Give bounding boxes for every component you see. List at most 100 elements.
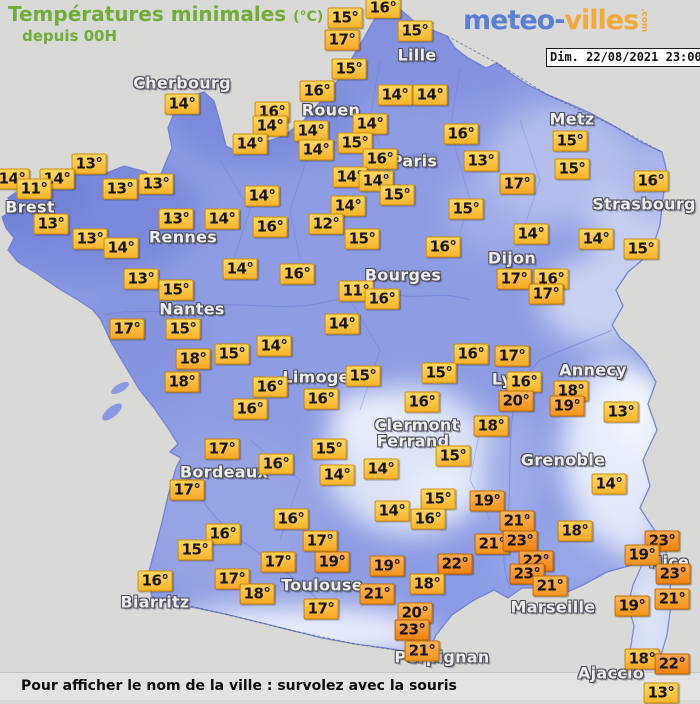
temp-badge[interactable]: 15° [311, 438, 347, 460]
temp-badge[interactable]: 15° [158, 279, 194, 301]
temp-badge[interactable]: 14° [103, 237, 139, 259]
temp-badge[interactable]: 17° [528, 283, 564, 305]
temp-badge[interactable]: 16° [365, 0, 401, 19]
temp-badge[interactable]: 15° [421, 362, 457, 384]
temp-badge[interactable]: 14° [293, 120, 329, 142]
temp-badge[interactable]: 13° [158, 208, 194, 230]
temp-badge[interactable]: 21° [654, 588, 690, 610]
temp-badge[interactable]: 16° [404, 391, 440, 413]
temp-badge[interactable]: 17° [499, 173, 535, 195]
temp-badge[interactable]: 16° [453, 343, 489, 365]
temp-badge[interactable]: 16° [252, 216, 288, 238]
temp-badge[interactable]: 14° [256, 335, 292, 357]
temp-badge[interactable]: 16° [299, 80, 335, 102]
temp-badge[interactable]: 22° [654, 653, 690, 675]
temp-badge[interactable]: 17° [303, 598, 339, 620]
temp-badge[interactable]: 16° [425, 236, 461, 258]
temp-badge[interactable]: 23° [394, 619, 430, 641]
temp-badge[interactable]: 16° [303, 388, 339, 410]
temp-badge[interactable]: 11° [16, 178, 52, 200]
temp-badge[interactable]: 14° [578, 228, 614, 250]
temp-badge[interactable]: 14° [164, 93, 200, 115]
temp-badge[interactable]: 14° [412, 84, 448, 106]
temp-badge[interactable]: 19° [314, 551, 350, 573]
temp-badge[interactable]: 17° [204, 438, 240, 460]
temp-badge[interactable]: 14° [330, 195, 366, 217]
temp-badge[interactable]: 23° [655, 563, 691, 585]
temp-badge[interactable]: 15° [331, 58, 367, 80]
temp-badge[interactable]: 15° [345, 365, 381, 387]
temp-badge[interactable]: 22° [437, 553, 473, 575]
temp-badge[interactable]: 16° [232, 398, 268, 420]
temp-badge[interactable]: 13° [72, 228, 108, 250]
temp-badge[interactable]: 16° [362, 148, 398, 170]
temp-badge[interactable]: 11° [338, 280, 374, 302]
temp-badge[interactable]: 19° [624, 544, 660, 566]
temp-badge[interactable]: 18° [175, 348, 211, 370]
temp-badge[interactable]: 15° [397, 20, 433, 42]
temp-badge[interactable]: 15° [214, 343, 250, 365]
temp-badge[interactable]: 14° [352, 113, 388, 135]
temp-badge[interactable]: 17° [169, 479, 205, 501]
temp-badge[interactable]: 17° [324, 29, 360, 51]
temp-badge[interactable]: 15° [379, 184, 415, 206]
temp-badge[interactable]: 16° [252, 376, 288, 398]
temp-badge[interactable]: 16° [205, 523, 241, 545]
temp-badge[interactable]: 16° [443, 123, 479, 145]
temp-badge[interactable]: 13° [71, 153, 107, 175]
temp-badge[interactable]: 18° [239, 583, 275, 605]
temp-badge[interactable]: 14° [319, 464, 355, 486]
temp-badge[interactable]: 15° [435, 445, 471, 467]
temp-badge[interactable]: 15° [165, 318, 201, 340]
temp-badge[interactable]: 12° [308, 213, 344, 235]
temp-badge[interactable]: 17° [494, 345, 530, 367]
temp-badge[interactable]: 19° [614, 595, 650, 617]
temp-badge[interactable]: 19° [369, 555, 405, 577]
temp-badge[interactable]: 14° [252, 115, 288, 137]
temp-badge[interactable]: 14° [244, 185, 280, 207]
temp-badge[interactable]: 17° [260, 551, 296, 573]
temp-badge[interactable]: 16° [137, 570, 173, 592]
temp-badge[interactable]: 14° [374, 500, 410, 522]
temp-badge[interactable]: 21° [532, 575, 568, 597]
temp-badge[interactable]: 18° [557, 520, 593, 542]
temp-badge[interactable]: 18° [624, 648, 660, 670]
temp-badge[interactable]: 16° [364, 288, 400, 310]
temp-badge[interactable]: 15° [554, 158, 590, 180]
temp-badge[interactable]: 14° [298, 139, 334, 161]
temp-badge[interactable]: 23° [502, 530, 538, 552]
temp-badge[interactable]: 15° [448, 198, 484, 220]
temp-badge[interactable]: 15° [177, 539, 213, 561]
temp-badge[interactable]: 14° [377, 84, 413, 106]
temp-badge[interactable]: 20° [498, 390, 534, 412]
temp-badge[interactable]: 20° [397, 602, 433, 624]
temp-badge[interactable]: 13° [102, 178, 138, 200]
temp-badge[interactable]: 13° [123, 268, 159, 290]
temp-badge[interactable]: 14° [513, 223, 549, 245]
temp-badge[interactable]: 15° [327, 7, 363, 29]
temp-badge[interactable]: 14° [363, 458, 399, 480]
temp-badge[interactable]: 17° [109, 318, 145, 340]
temp-badge[interactable]: 14° [591, 473, 627, 495]
temp-badge[interactable]: 13° [33, 213, 69, 235]
temp-badge[interactable]: 18° [409, 573, 445, 595]
temp-badge[interactable]: 15° [623, 238, 659, 260]
temp-badge[interactable]: 14° [222, 258, 258, 280]
temp-badge[interactable]: 15° [420, 488, 456, 510]
temp-badge[interactable]: 16° [410, 508, 446, 530]
temp-badge[interactable]: 13° [138, 173, 174, 195]
temp-badge[interactable]: 21° [404, 640, 440, 662]
temp-badge[interactable]: 16° [258, 453, 294, 475]
temp-badge[interactable]: 16° [506, 371, 542, 393]
temp-badge[interactable]: 13° [463, 150, 499, 172]
meteo-villes-logo[interactable]: meteo-villes .com [463, 5, 649, 36]
temp-badge[interactable]: 19° [469, 490, 505, 512]
temp-badge[interactable]: 18° [473, 415, 509, 437]
temp-badge[interactable]: 17° [496, 268, 532, 290]
temp-badge[interactable]: 16° [273, 508, 309, 530]
temp-badge[interactable]: 15° [337, 132, 373, 154]
temp-badge[interactable]: 16° [633, 170, 669, 192]
temp-badge[interactable]: 14° [324, 313, 360, 335]
temp-badge[interactable]: 18° [164, 371, 200, 393]
